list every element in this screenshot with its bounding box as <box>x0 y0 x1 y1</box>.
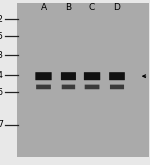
Text: B: B <box>65 3 72 12</box>
Text: KDa: KDa <box>0 0 19 2</box>
Text: C: C <box>89 3 95 12</box>
Text: A: A <box>40 3 46 12</box>
FancyBboxPatch shape <box>35 72 52 80</box>
Text: 55: 55 <box>0 32 4 41</box>
FancyBboxPatch shape <box>84 72 100 80</box>
FancyBboxPatch shape <box>62 85 75 89</box>
Text: 17: 17 <box>0 120 4 129</box>
FancyBboxPatch shape <box>36 85 51 89</box>
Bar <box>17 3 148 157</box>
FancyBboxPatch shape <box>110 85 124 89</box>
Text: 34: 34 <box>0 71 4 80</box>
FancyBboxPatch shape <box>109 72 125 80</box>
Text: D: D <box>114 3 120 12</box>
FancyBboxPatch shape <box>61 72 76 80</box>
Text: 43: 43 <box>0 51 4 60</box>
Text: 72: 72 <box>0 15 4 24</box>
Text: 26: 26 <box>0 88 4 97</box>
FancyBboxPatch shape <box>85 85 99 89</box>
